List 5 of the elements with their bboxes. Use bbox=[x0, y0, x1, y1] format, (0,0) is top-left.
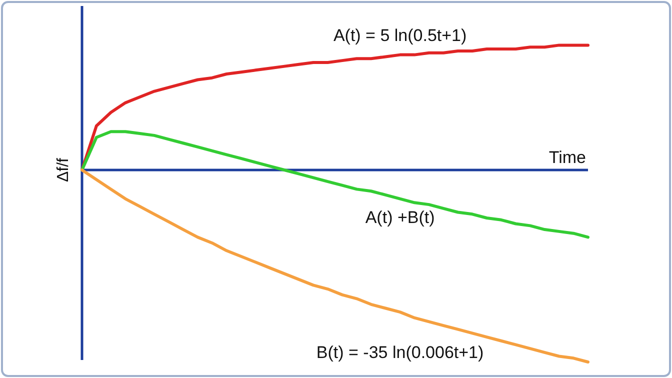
series-label: B(t) = -35 ln(0.006t+1) bbox=[316, 343, 484, 362]
series-label: A(t) +B(t) bbox=[365, 208, 435, 227]
x-axis-title: Time bbox=[548, 148, 586, 167]
series-label: A(t) = 5 ln(0.5t+1) bbox=[333, 26, 467, 45]
y-axis-title: Δf/f bbox=[55, 157, 72, 182]
